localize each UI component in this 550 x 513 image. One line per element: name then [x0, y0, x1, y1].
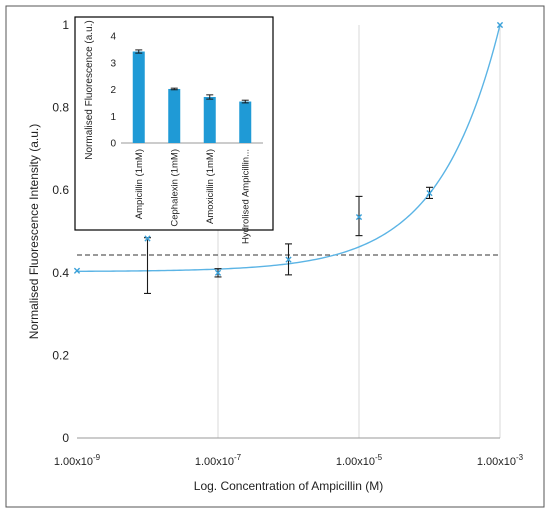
x-tick-exponent: -5 — [375, 453, 383, 462]
inset-y-tick-label: 1 — [110, 112, 116, 123]
main-data-point — [144, 235, 151, 242]
main-y-tick-label: 0.8 — [52, 101, 69, 115]
inset-category-label: Cephalexin (1mM) — [169, 149, 180, 227]
main-y-tick-labels: 0 0.2 0.4 0.6 0.8 1 — [52, 18, 69, 445]
main-y-tick-label: 0.2 — [52, 348, 69, 362]
inset-y-axis-label: Normalised Fluorescence (a.u.) — [84, 20, 95, 160]
inset-error-bar — [241, 99, 249, 104]
main-data-point — [496, 21, 504, 29]
main-x-tick-label: 1.00x10-3 — [477, 453, 524, 468]
x-tick-exponent: -9 — [93, 453, 101, 462]
inset-bars — [132, 51, 252, 143]
main-y-tick-label: 0 — [62, 431, 69, 445]
inset-bar — [168, 88, 181, 143]
x-tick-mantissa: 1.00x10 — [54, 456, 93, 468]
x-tick-mantissa: 1.00x10 — [195, 456, 234, 468]
main-x-tick-labels: 1.00x10-9 1.00x10-7 1.00x10-5 1.00x10-3 — [54, 453, 524, 468]
main-x-tick-label: 1.00x10-7 — [195, 453, 242, 468]
inset-y-tick-label: 0 — [110, 139, 116, 150]
main-x-tick-label: 1.00x10-5 — [336, 453, 383, 468]
main-y-tick-label: 1 — [62, 18, 69, 32]
main-data-point — [214, 269, 222, 276]
inset-error-bar — [206, 94, 214, 100]
inset-error-bars — [135, 49, 249, 104]
inset-y-tick-label: 2 — [110, 85, 116, 96]
inset-bar — [132, 51, 145, 143]
inset-y-tick-label: 3 — [110, 58, 116, 69]
inset-error-bar — [135, 49, 143, 54]
x-tick-mantissa: 1.00x10 — [336, 456, 375, 468]
inset-bar — [203, 96, 216, 143]
inset-error-bar — [170, 87, 178, 91]
main-data-points — [73, 21, 504, 276]
main-y-tick-label: 0.6 — [52, 183, 69, 197]
main-x-axis-label: Log. Concentration of Ampicillin (M) — [194, 479, 383, 493]
inset-bar — [239, 101, 252, 143]
main-y-axis-label: Normalised Fluorescence Intensity (a.u.) — [27, 124, 41, 339]
main-data-point — [355, 213, 363, 221]
main-data-point — [73, 267, 81, 274]
inset-y-tick-label: 4 — [110, 32, 116, 43]
main-data-point — [426, 189, 433, 197]
x-tick-exponent: -3 — [516, 453, 524, 462]
inset-category-label: Hydrolised Ampicillin... — [240, 149, 251, 244]
main-data-point — [285, 256, 292, 263]
inset-category-label: Amoxicillin (1mM) — [205, 149, 216, 224]
main-chart: 1.00x10-9 1.00x10-7 1.00x10-5 1.00x10-3 00.… — [27, 18, 524, 493]
inset-category-labels: Ampicillin (1mM) Cephalexin (1mM) Amoxicil… — [134, 149, 252, 244]
main-x-tick-label: 1.00x10-9 — [54, 453, 101, 468]
x-tick-mantissa: 1.00x10 — [477, 456, 516, 468]
inset-y-tick-labels: 0 1 2 3 4 — [110, 32, 116, 150]
inset-category-label: Ampicillin (1mM) — [134, 149, 145, 219]
x-tick-exponent: -7 — [234, 453, 242, 462]
main-y-tick-label: 0.4 — [52, 266, 69, 280]
main-error-bar — [355, 195, 363, 237]
